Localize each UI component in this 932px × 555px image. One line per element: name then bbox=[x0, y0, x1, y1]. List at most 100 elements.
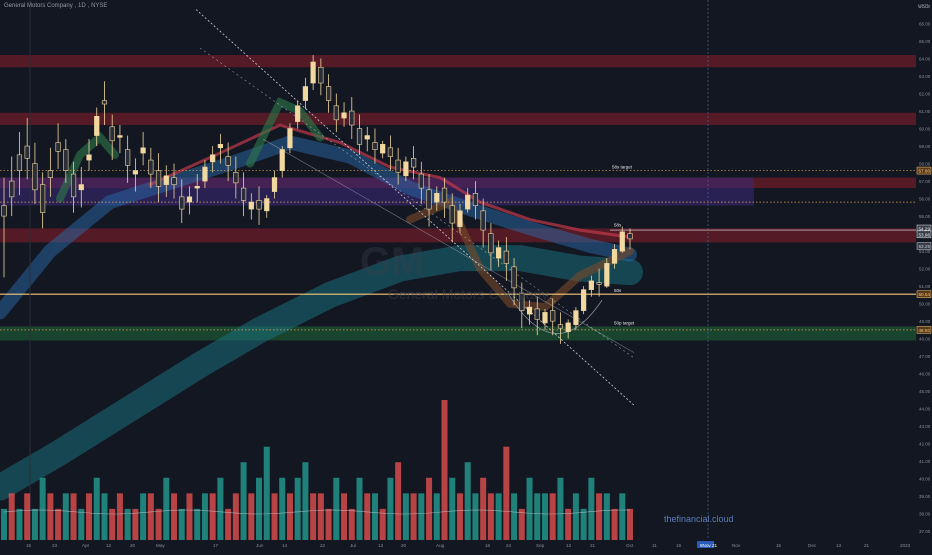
candle-body bbox=[356, 128, 363, 145]
annotation-label: 58s bbox=[614, 222, 622, 227]
volume-bar bbox=[155, 508, 162, 540]
price-tick-label: 66.00 bbox=[919, 22, 931, 27]
price-tick-label: 44.00 bbox=[919, 407, 931, 412]
candle-body bbox=[24, 145, 30, 159]
watermark-name: General Motors Company bbox=[388, 286, 549, 302]
volume-bar bbox=[217, 477, 224, 540]
candle-body bbox=[63, 149, 69, 171]
volume-bar bbox=[78, 508, 85, 540]
candle-body bbox=[372, 142, 378, 150]
rounding-bottom-arc bbox=[507, 292, 603, 334]
volume-bar bbox=[603, 493, 610, 540]
candle-body bbox=[310, 61, 316, 84]
volume-bar bbox=[302, 462, 309, 540]
volume-bar bbox=[611, 508, 618, 540]
candle-body bbox=[94, 116, 100, 136]
volume-bar bbox=[572, 493, 579, 540]
time-tick-label: 13 bbox=[378, 543, 384, 548]
candle-body bbox=[496, 247, 502, 259]
volume-bar bbox=[379, 508, 386, 540]
volume-bar bbox=[55, 508, 62, 540]
candle-body bbox=[333, 105, 339, 121]
price-tick-label: 63.00 bbox=[919, 74, 931, 79]
channel-lower-line bbox=[262, 138, 635, 353]
time-cursor-box bbox=[697, 541, 714, 548]
volume-bar bbox=[333, 477, 340, 540]
candle-body bbox=[364, 135, 370, 140]
green-ribbon-2 bbox=[56, 131, 119, 203]
candle-body bbox=[526, 306, 533, 315]
time-tick-label: Jun bbox=[256, 543, 264, 548]
price-tick-label: 51.00 bbox=[919, 284, 931, 289]
price-tick-label: 48.00 bbox=[919, 337, 931, 342]
candle-body bbox=[40, 184, 46, 213]
price-tick-label: 55.00 bbox=[919, 214, 931, 219]
volume-bar bbox=[171, 493, 178, 540]
time-tick-label: 19 bbox=[676, 543, 682, 548]
volume-bar bbox=[256, 477, 263, 540]
volume-bar bbox=[16, 508, 23, 540]
time-tick-label: 24 bbox=[506, 543, 512, 548]
green-ribbon-1 bbox=[246, 97, 324, 168]
annotation-label: 50p target bbox=[614, 320, 635, 325]
currency-label: USD bbox=[918, 4, 929, 10]
volume-ma-line bbox=[3, 509, 631, 515]
candle-body bbox=[248, 201, 254, 210]
candle-body bbox=[163, 175, 169, 185]
volume-bar bbox=[178, 508, 185, 540]
candle-body bbox=[287, 128, 293, 149]
price-tick-label: 40.00 bbox=[919, 477, 931, 482]
volume-bar bbox=[47, 493, 54, 540]
candle-body bbox=[457, 210, 463, 227]
volume-bar bbox=[441, 400, 448, 540]
price-tick-label: 47.00 bbox=[919, 354, 931, 359]
candle-body bbox=[325, 86, 332, 101]
candle-body bbox=[78, 184, 84, 191]
candle-body bbox=[279, 149, 285, 171]
candle-body bbox=[596, 282, 602, 285]
volume-bar bbox=[109, 508, 116, 540]
time-tick-label: 20 bbox=[130, 543, 136, 548]
volume-bar bbox=[147, 493, 154, 540]
candle-body bbox=[16, 154, 23, 171]
time-tick-label: 23 bbox=[52, 543, 58, 548]
price-tick-label: 62.00 bbox=[919, 92, 931, 97]
candle-body bbox=[9, 180, 15, 198]
candle-body bbox=[550, 310, 556, 322]
candle-body bbox=[349, 110, 355, 126]
candle-body bbox=[534, 308, 540, 320]
candle-body bbox=[341, 112, 347, 119]
candle-body bbox=[619, 231, 625, 252]
volume-bar bbox=[580, 508, 587, 540]
volume-bar bbox=[140, 493, 147, 540]
candles-group bbox=[1, 55, 633, 344]
candle-body bbox=[542, 312, 548, 324]
time-tick-label: Oct bbox=[626, 543, 634, 548]
volume-bar bbox=[449, 477, 456, 540]
volume-bar bbox=[232, 493, 239, 540]
volume-bar bbox=[418, 493, 425, 540]
candle-body bbox=[380, 144, 386, 154]
watermark-symbol: GM bbox=[360, 240, 425, 284]
volume-bar bbox=[93, 477, 100, 540]
volume-group bbox=[1, 400, 633, 540]
candle-body bbox=[395, 159, 401, 173]
volume-bar bbox=[410, 493, 417, 540]
candle-body bbox=[125, 149, 131, 166]
price-label-box bbox=[916, 166, 932, 175]
candle-body bbox=[155, 170, 162, 187]
volume-bar bbox=[132, 508, 139, 540]
volume-bar bbox=[124, 508, 131, 540]
candle-body bbox=[449, 205, 455, 224]
candle-body bbox=[573, 310, 579, 325]
candle-body bbox=[194, 186, 200, 189]
price-tick-label: 39.00 bbox=[919, 494, 931, 499]
time-tick-label: 15 bbox=[26, 543, 32, 548]
volume-bar bbox=[348, 508, 355, 540]
volume-bar bbox=[263, 446, 270, 540]
red-ema-line bbox=[148, 123, 632, 239]
price-tick-label: 46.00 bbox=[919, 372, 931, 377]
time-tick-label: 13 bbox=[836, 543, 842, 548]
